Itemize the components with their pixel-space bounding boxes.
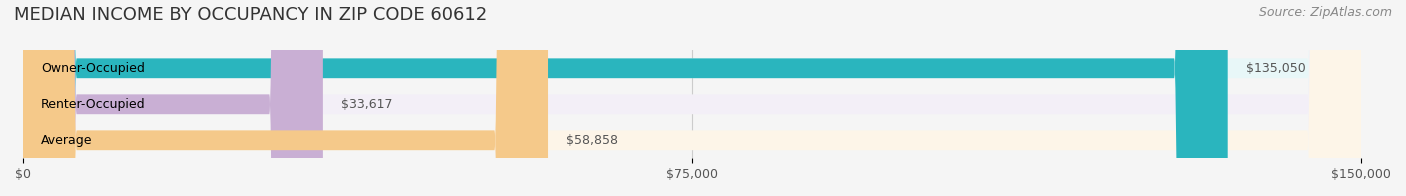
FancyBboxPatch shape xyxy=(22,0,548,196)
Text: Average: Average xyxy=(41,134,93,147)
Text: $58,858: $58,858 xyxy=(565,134,617,147)
Text: Owner-Occupied: Owner-Occupied xyxy=(41,62,145,75)
Text: $135,050: $135,050 xyxy=(1246,62,1305,75)
FancyBboxPatch shape xyxy=(22,0,323,196)
FancyBboxPatch shape xyxy=(22,0,1361,196)
Text: $33,617: $33,617 xyxy=(340,98,392,111)
Text: MEDIAN INCOME BY OCCUPANCY IN ZIP CODE 60612: MEDIAN INCOME BY OCCUPANCY IN ZIP CODE 6… xyxy=(14,6,488,24)
Text: Renter-Occupied: Renter-Occupied xyxy=(41,98,145,111)
FancyBboxPatch shape xyxy=(22,0,1361,196)
FancyBboxPatch shape xyxy=(22,0,1227,196)
FancyBboxPatch shape xyxy=(22,0,1361,196)
Text: Source: ZipAtlas.com: Source: ZipAtlas.com xyxy=(1258,6,1392,19)
